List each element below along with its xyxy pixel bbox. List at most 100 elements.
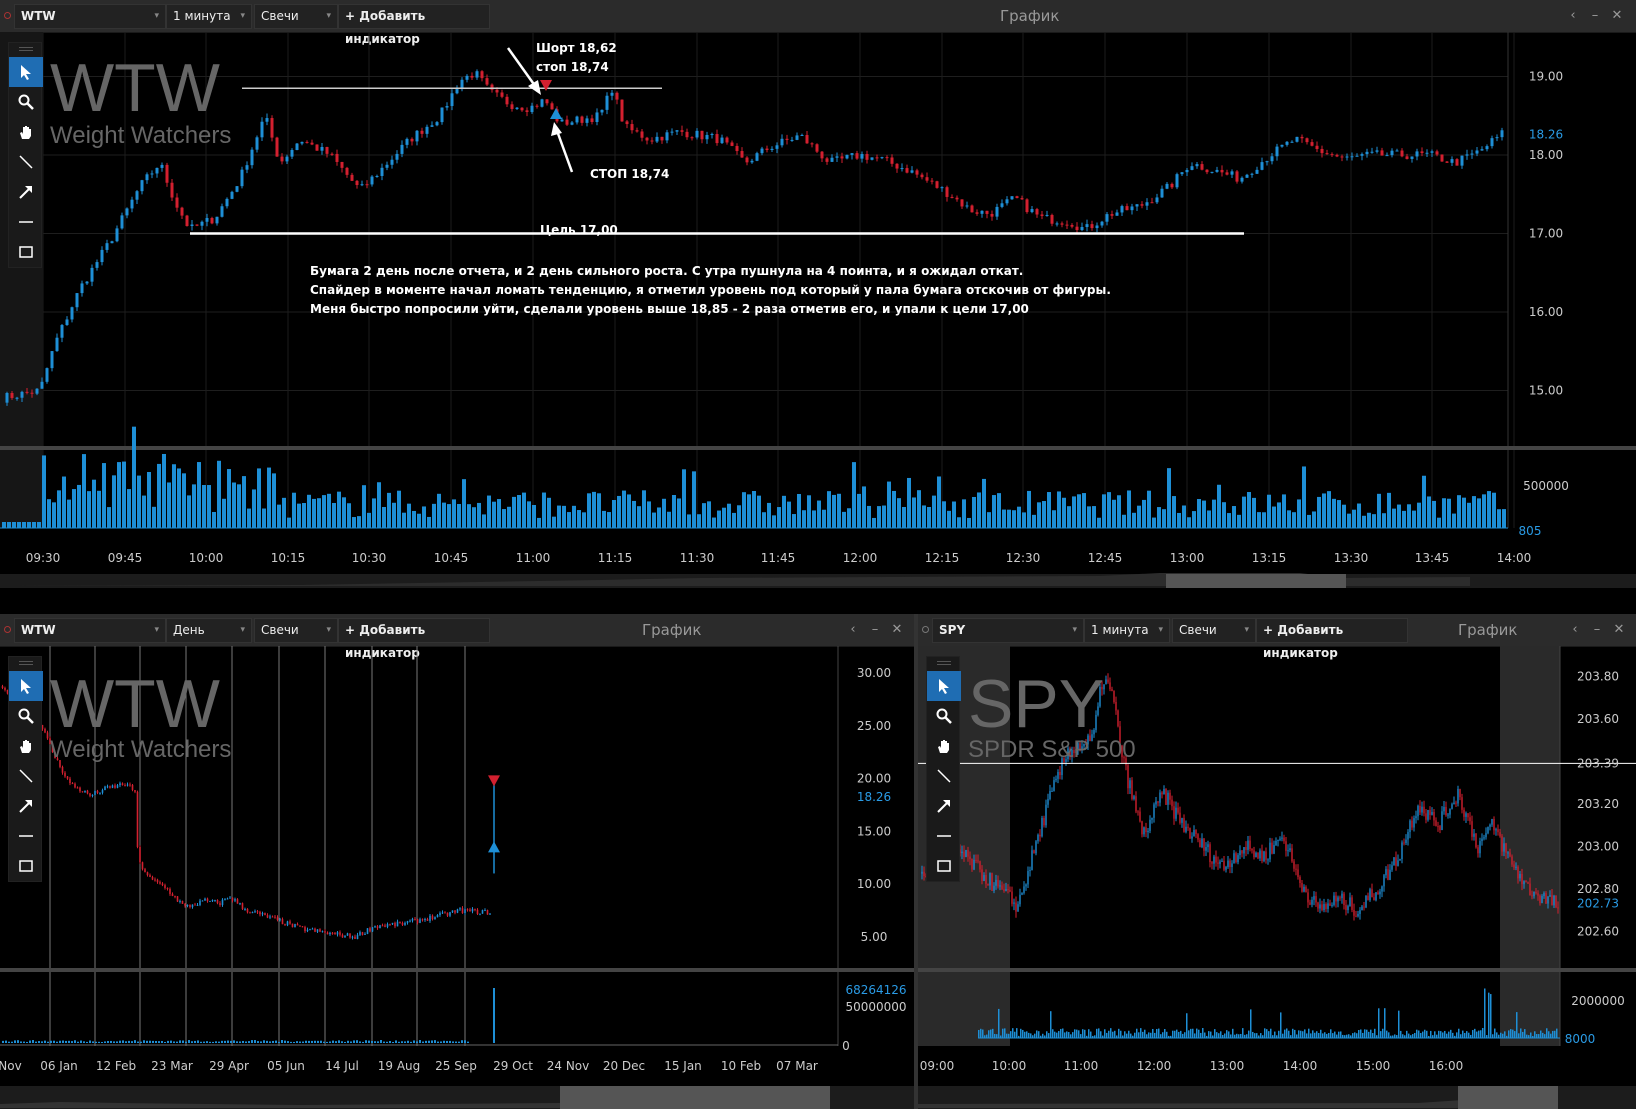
hand-icon[interactable]: [9, 117, 43, 147]
candle: [989, 873, 991, 886]
volume-bar: [202, 485, 206, 528]
candle: [40, 381, 44, 389]
chart-type-select[interactable]: Свечи ▾: [254, 4, 338, 29]
arrow-icon[interactable]: [9, 791, 43, 821]
pointer-icon[interactable]: [9, 57, 43, 87]
symbol-select[interactable]: WTW ▾: [14, 4, 166, 29]
volume-bar: [98, 1041, 100, 1043]
zoom-icon[interactable]: [927, 701, 961, 731]
close-dot-icon[interactable]: [4, 626, 11, 633]
volume-bar: [1072, 496, 1076, 528]
line-icon[interactable]: [9, 761, 43, 791]
candle: [1200, 164, 1204, 170]
date-label: 10 Feb: [721, 1059, 761, 1073]
minimize-icon[interactable]: –: [1591, 8, 1599, 23]
symbol-select[interactable]: WTW ▾: [14, 618, 166, 643]
arrow-icon[interactable]: [927, 791, 961, 821]
grip-icon[interactable]: [9, 43, 43, 57]
volume-bar: [402, 512, 406, 528]
volume-bar: [1482, 1028, 1484, 1038]
candle: [141, 862, 144, 870]
back-icon[interactable]: ‹: [850, 622, 856, 637]
daily-chart-canvas[interactable]: 30.0025.0020.0015.0010.005.0018.26682641…: [0, 614, 914, 1109]
volume-bar: [56, 1041, 58, 1043]
pointer-icon[interactable]: [927, 671, 961, 701]
volume-bar: [572, 505, 576, 528]
candle: [1435, 151, 1439, 155]
candle: [745, 157, 749, 163]
volume-bar: [140, 1041, 142, 1043]
back-icon[interactable]: ‹: [1572, 622, 1578, 637]
hline-icon[interactable]: [9, 207, 43, 237]
zoom-icon[interactable]: [9, 87, 43, 117]
chart-type-select[interactable]: Свечи ▾: [1172, 618, 1256, 643]
candle: [1380, 150, 1384, 156]
volume-bar: [87, 491, 91, 528]
candle: [210, 218, 214, 224]
volume-bar: [1037, 502, 1041, 528]
close-icon[interactable]: ✕: [1611, 8, 1623, 23]
candle: [680, 130, 684, 132]
pointer-icon[interactable]: [9, 671, 43, 701]
candle: [1005, 889, 1007, 891]
hline-icon[interactable]: [927, 821, 961, 851]
hand-icon[interactable]: [927, 731, 961, 761]
minimize-icon[interactable]: –: [1593, 622, 1601, 637]
volume-bar: [1406, 1030, 1408, 1038]
volume-bar: [1427, 496, 1431, 528]
grip-icon[interactable]: [9, 657, 43, 671]
volume-bar: [1282, 494, 1286, 528]
timeframe-select[interactable]: 1 минута ▾: [166, 4, 252, 29]
candle: [1325, 904, 1327, 909]
add-indicator-button[interactable]: + Добавить индикатор: [338, 4, 490, 46]
volume-bar: [1304, 1029, 1306, 1038]
back-icon[interactable]: ‹: [1570, 8, 1576, 23]
date-label: 06 Jan: [40, 1059, 78, 1073]
close-icon[interactable]: ✕: [1613, 622, 1625, 637]
volume-bar: [127, 489, 131, 528]
volume-bar: [1148, 1032, 1150, 1038]
candle: [750, 160, 754, 163]
timeframe-select[interactable]: День ▾: [166, 618, 252, 643]
symbol-select[interactable]: SPY ▾: [932, 618, 1084, 643]
candle: [1557, 907, 1559, 909]
price-label: 19.00: [1529, 70, 1563, 84]
line-icon[interactable]: [927, 761, 961, 791]
price-label: 10.00: [857, 877, 891, 891]
timeframe-select[interactable]: 1 минута ▾: [1084, 618, 1170, 643]
hand-icon[interactable]: [9, 731, 43, 761]
volume-bar: [1412, 510, 1416, 528]
candle: [635, 130, 639, 132]
candle: [1201, 838, 1203, 848]
chart-type-select[interactable]: Свечи ▾: [254, 618, 338, 643]
volume-bar: [29, 1040, 31, 1043]
candle: [1173, 806, 1175, 819]
minimize-icon[interactable]: –: [871, 622, 879, 637]
candle: [1177, 807, 1179, 813]
zoom-icon[interactable]: [9, 701, 43, 731]
daily-chart-panel: WTW ▾ День ▾ Свечи ▾ + Добавить индикатор Г…: [0, 614, 914, 1109]
volume-bar: [254, 1040, 256, 1043]
arrow-icon[interactable]: [9, 177, 43, 207]
panel-divider[interactable]: [914, 614, 918, 1109]
volume-bar: [1474, 1028, 1476, 1038]
grip-icon[interactable]: [927, 657, 961, 671]
close-dot-icon[interactable]: [4, 12, 11, 19]
add-indicator-button[interactable]: + Добавить индикатор: [1256, 618, 1408, 660]
rect-icon[interactable]: [927, 851, 961, 881]
candle: [1329, 903, 1331, 906]
candle: [1385, 155, 1389, 157]
close-dot-icon[interactable]: [922, 626, 929, 633]
rect-icon[interactable]: [9, 237, 43, 267]
panel-title: График: [1000, 7, 1060, 25]
candle: [1385, 869, 1387, 876]
price-label: 203.60: [1577, 712, 1619, 726]
line-icon[interactable]: [9, 147, 43, 177]
close-icon[interactable]: ✕: [891, 622, 903, 637]
candle: [1221, 860, 1223, 862]
add-indicator-button[interactable]: + Добавить индикатор: [338, 618, 490, 660]
volume-bar: [1480, 1030, 1482, 1038]
hline-icon[interactable]: [9, 821, 43, 851]
volume-bar: [1078, 1030, 1080, 1038]
rect-icon[interactable]: [9, 851, 43, 881]
